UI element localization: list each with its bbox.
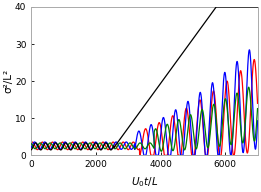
Y-axis label: σ²/L²: σ²/L² — [3, 69, 14, 93]
X-axis label: $U_0 t/L$: $U_0 t/L$ — [131, 175, 158, 189]
